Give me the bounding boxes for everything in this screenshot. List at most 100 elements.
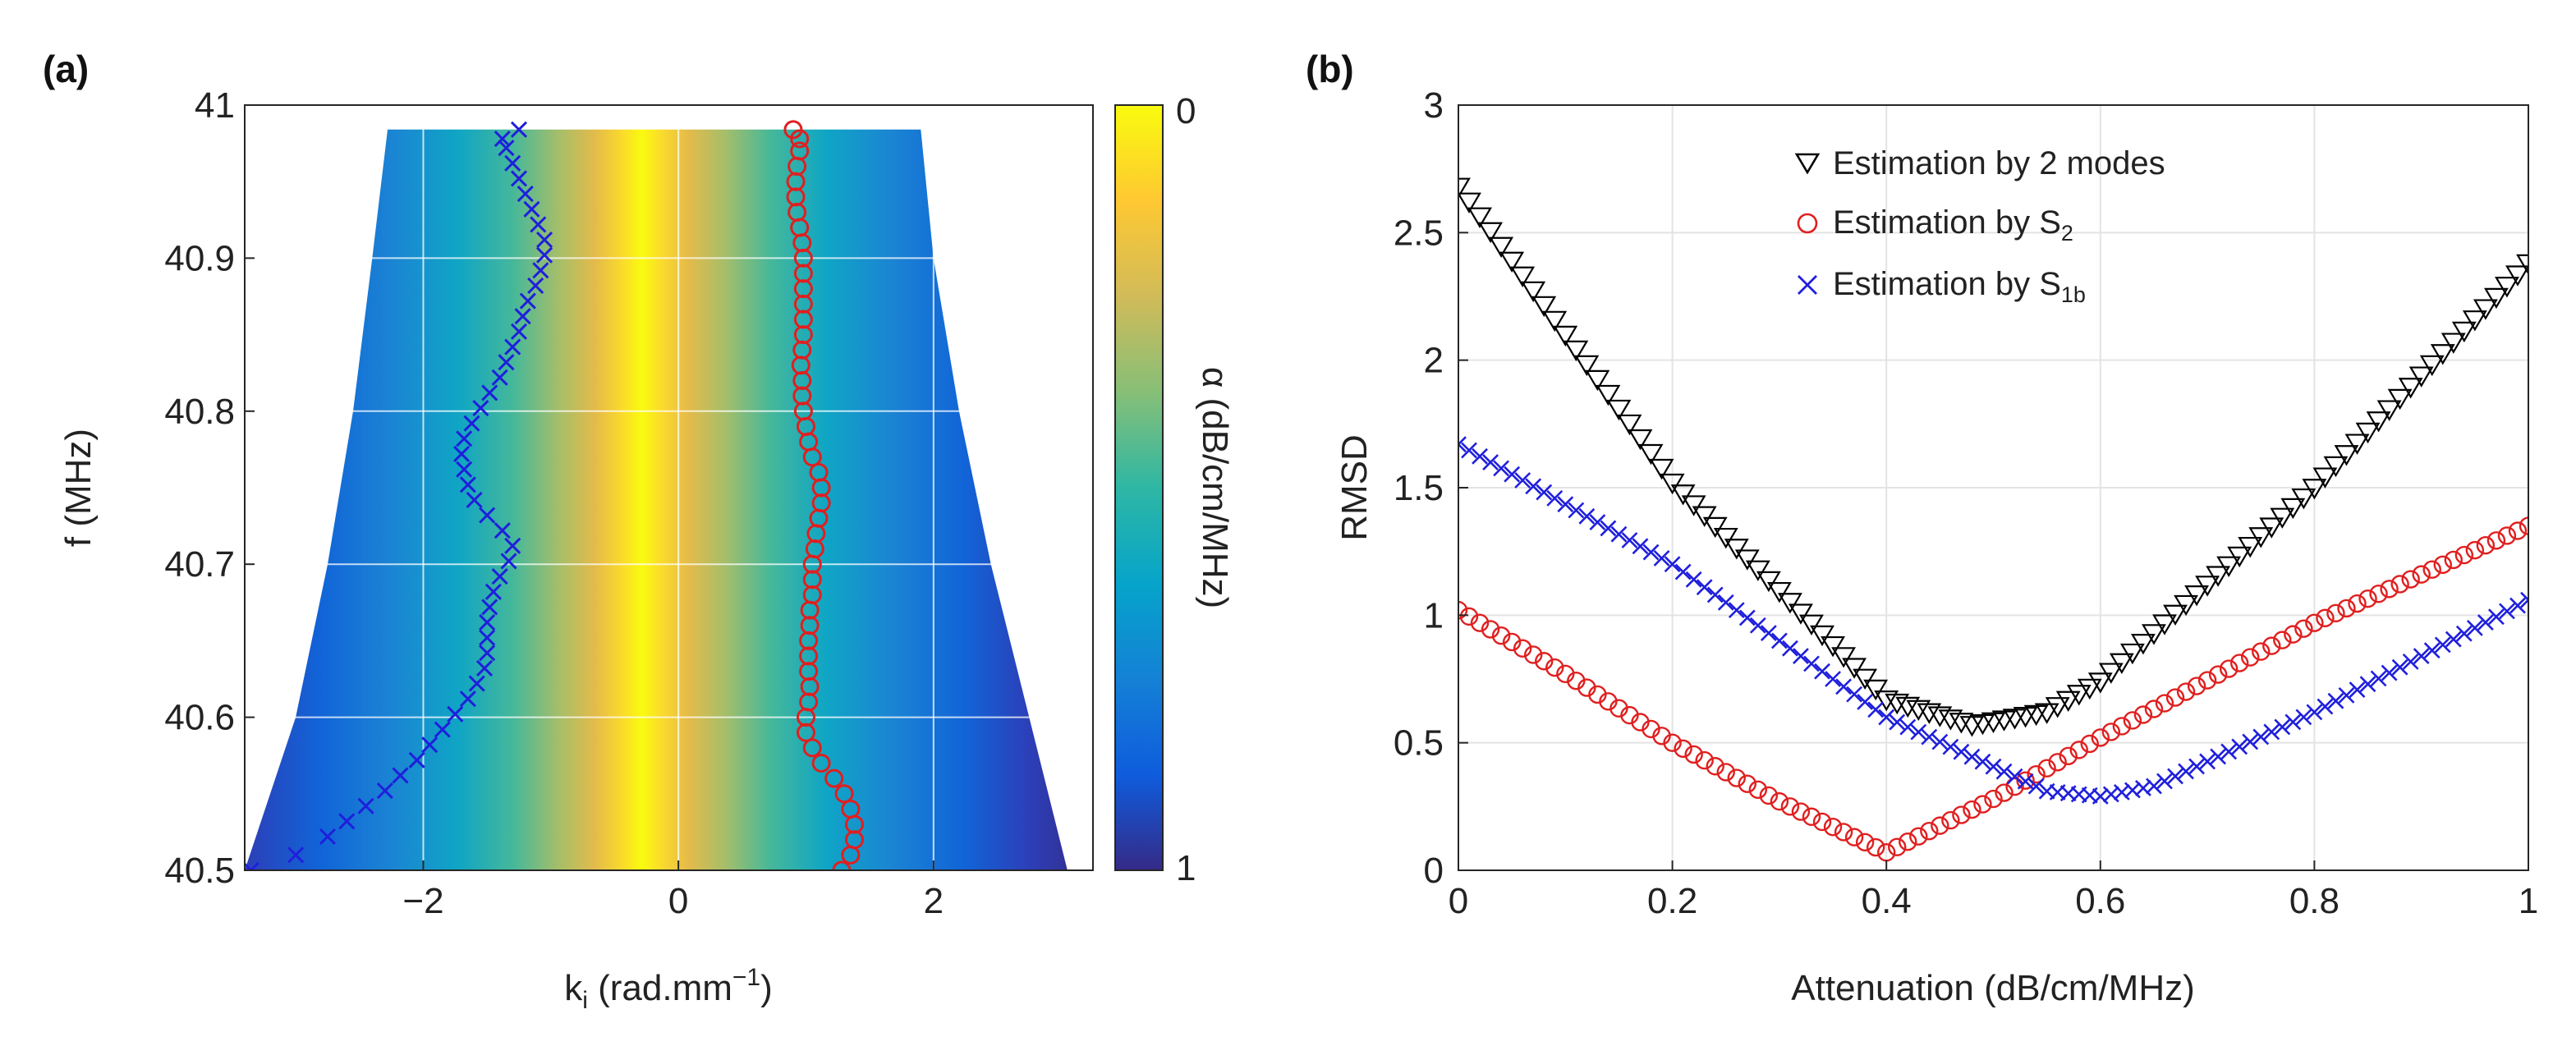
panel-a-s1b-marker bbox=[498, 140, 515, 157]
panel-a-s1b-marker bbox=[245, 861, 259, 870]
panel-a-s1b-marker bbox=[447, 705, 464, 723]
panel-a-xlabel: ki (rad.mm−1) bbox=[564, 964, 773, 1014]
panel-b-2modes-marker bbox=[2130, 634, 2156, 655]
panel-a-s2-marker bbox=[802, 738, 822, 758]
panel-b-s1b-marker bbox=[2338, 686, 2355, 704]
panel-b-2modes-marker bbox=[1981, 712, 2006, 734]
panel-b-s2-marker bbox=[2444, 550, 2463, 570]
panel-b-2modes-marker bbox=[2516, 254, 2528, 276]
panel-a-s2-marker bbox=[809, 462, 829, 482]
panel-b-2modes-marker bbox=[2366, 411, 2391, 433]
panel-b-2modes-marker bbox=[2408, 366, 2434, 388]
panel-a-s1b-marker bbox=[517, 186, 534, 203]
panel-a-ytick-label-2: 40.7 bbox=[164, 544, 235, 585]
panel-b-2modes-marker bbox=[1478, 222, 1504, 243]
panel-a-s1b-marker bbox=[510, 170, 528, 187]
panel-a-xtick-label-2: 2 bbox=[924, 881, 944, 921]
panel-b-s2-marker bbox=[2508, 521, 2528, 540]
panel-b-s1b-marker bbox=[2434, 636, 2451, 654]
panel-b-2modes-marker bbox=[2227, 546, 2252, 568]
panel-a-s1b-marker bbox=[504, 154, 521, 172]
panel-b-s1b-marker bbox=[1728, 602, 1745, 619]
panel-a-s1b-marker bbox=[453, 445, 471, 463]
panel-b-s2-marker bbox=[1674, 739, 1692, 759]
panel-a-s1b-marker bbox=[530, 216, 547, 233]
panel-b-2modes-marker bbox=[2473, 299, 2498, 320]
panel-b-s2-marker bbox=[1716, 763, 1735, 782]
panel-b-2modes-marker bbox=[2270, 507, 2295, 529]
panel-b-2modes-marker bbox=[1778, 593, 1802, 614]
panel-b-2modes-marker bbox=[1799, 614, 1824, 635]
panel-b-s1b-marker bbox=[2242, 733, 2259, 750]
panel-b-s1b-marker bbox=[1814, 663, 1830, 680]
panel-b-s2-marker bbox=[2412, 565, 2431, 584]
panel-b-s2-marker bbox=[2208, 665, 2228, 684]
panel-b-s1b-marker bbox=[2423, 642, 2441, 659]
panel-b-xtick-label-3: 0.6 bbox=[2075, 881, 2125, 921]
panel-b-2modes-marker bbox=[2483, 287, 2509, 310]
panel-b-s2-marker bbox=[1770, 791, 1789, 811]
panel-b-2modes-marker bbox=[2302, 479, 2327, 500]
panel-b-2modes-marker bbox=[2013, 706, 2038, 728]
panel-a-ytick-label-3: 40.8 bbox=[164, 392, 235, 432]
panel-a-s2-marker bbox=[790, 141, 810, 161]
panel-b-s1b-marker bbox=[1706, 586, 1724, 603]
panel-b-s2-marker bbox=[1984, 789, 2003, 809]
panel-b-s1b-marker bbox=[1458, 436, 1467, 453]
panel-b-s2-marker bbox=[1963, 800, 1981, 819]
panel-a-ridge-markers bbox=[245, 120, 865, 870]
panel-b-2modes-marker bbox=[2002, 709, 2027, 730]
panel-b-2modes-marker bbox=[2163, 604, 2188, 626]
panel-b-xlabel: Attenuation (dB/cm/MHz) bbox=[1791, 968, 2195, 1008]
panel-b-2modes-marker bbox=[1917, 703, 1942, 724]
panel-a-s2-marker bbox=[783, 120, 803, 140]
panel-b-2modes-marker bbox=[2184, 585, 2209, 607]
panel-b-s1b-marker bbox=[2317, 698, 2334, 715]
panel-b-s2-marker bbox=[1995, 783, 2014, 802]
panel-b-s2-marker bbox=[1791, 802, 1811, 821]
panel-a-s1b-marker bbox=[472, 400, 489, 417]
panel-a-s1b-marker bbox=[376, 782, 393, 800]
panel-b-s1b-marker bbox=[1642, 544, 1660, 561]
panel-b-xtick-label-2: 0.4 bbox=[1862, 881, 1912, 921]
panel-b-s1b-marker bbox=[1878, 709, 1895, 726]
panel-b-s2-marker bbox=[2165, 688, 2185, 707]
panel-b-s1b-marker bbox=[1504, 466, 1521, 483]
panel-b-s1b-marker bbox=[1846, 686, 1863, 703]
panel-b-s1b-marker bbox=[2006, 768, 2023, 785]
panel-b-s2-marker bbox=[1844, 828, 1864, 846]
panel-b-2modes-marker bbox=[1553, 325, 1578, 347]
panel-a-s1b-marker bbox=[504, 338, 521, 356]
panel-a-s1b-marker bbox=[494, 522, 511, 539]
panel-b-s1b-marker bbox=[2477, 614, 2494, 631]
panel-b-2modes-marker bbox=[1713, 527, 1738, 549]
panel-b-s1b-marker bbox=[2520, 591, 2528, 608]
panel-b-s1b-marker bbox=[1514, 472, 1531, 489]
panel-b-s1b-marker bbox=[1493, 460, 1510, 477]
panel-b-2modes-marker bbox=[1895, 696, 1921, 718]
panel-b-ytick-label-5: 2.5 bbox=[1394, 213, 1444, 253]
panel-b-2modes-marker bbox=[1638, 443, 1664, 466]
panel-b-s2-marker bbox=[2497, 526, 2517, 545]
panel-a-xtick-label-1: 0 bbox=[668, 881, 688, 921]
panel-b-s2-marker bbox=[2155, 694, 2174, 713]
panel-b-xtick-label-0: 0 bbox=[1449, 881, 1468, 921]
panel-b-s2-marker bbox=[2016, 771, 2035, 790]
panel-b-2modes-marker bbox=[2495, 277, 2519, 298]
panel-a-s1b-marker bbox=[459, 690, 476, 708]
panel-b-s1b-marker bbox=[1600, 520, 1617, 537]
panel-b-s1b-marker bbox=[1482, 454, 1499, 471]
panel-b-s1b-marker bbox=[1770, 632, 1788, 649]
panel-b-s1b-marker bbox=[1803, 655, 1820, 672]
panel-b-s2-marker bbox=[2069, 741, 2088, 759]
panel-b-s1b-marker bbox=[2487, 608, 2505, 626]
panel-b-2modes-marker bbox=[1467, 207, 1492, 228]
panel-a-s1b-marker bbox=[319, 828, 337, 846]
panel-b-s2-marker bbox=[1866, 837, 1885, 857]
panel-b-s1b-marker bbox=[1557, 496, 1574, 513]
panel-b-2modes-marker bbox=[2355, 422, 2381, 444]
panel-b-s2-marker bbox=[1545, 658, 1564, 677]
panel-a-s2-marker bbox=[832, 860, 852, 870]
panel-b-s1b-marker bbox=[1664, 556, 1681, 573]
